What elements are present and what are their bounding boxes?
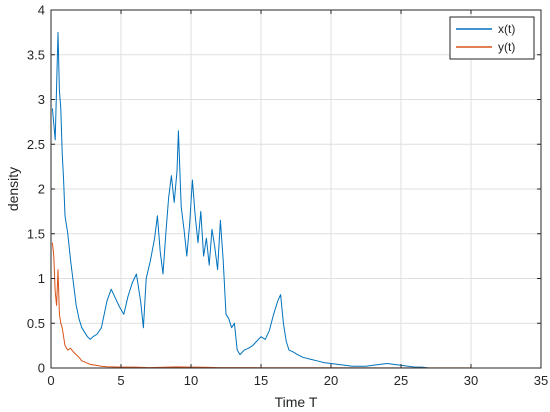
x-tick-label: 0	[47, 373, 54, 388]
grid-lines	[51, 10, 541, 368]
legend-label-x: x(t)	[498, 22, 515, 36]
y-axis-label: density	[5, 167, 21, 211]
y-tick-label: 3	[38, 92, 45, 107]
axis-ticks: 0 5 10 15 20 25 30 35 0 0.5 1 1.5 2 2.5 3 3.5 4	[27, 3, 548, 389]
y-tick-label: 2.5	[27, 137, 45, 152]
x-tick-label: 30	[464, 373, 478, 388]
x-tick-label: 20	[324, 373, 338, 388]
legend-box	[449, 16, 535, 60]
x-tick-label: 10	[184, 373, 198, 388]
x-tick-label: 5	[117, 373, 124, 388]
series-line-x	[51, 31, 471, 369]
series-layer	[51, 31, 471, 369]
x-tick-label: 15	[254, 373, 268, 388]
legend-label-y: y(t)	[498, 40, 515, 54]
y-tick-label: 0	[38, 361, 45, 376]
legend: x(t) y(t)	[449, 16, 535, 60]
y-tick-label: 4	[38, 3, 45, 18]
series-line-y	[51, 242, 471, 369]
y-tick-label: 1.5	[27, 226, 45, 241]
y-tick-label: 1	[38, 271, 45, 286]
x-axis-label: Time T	[275, 394, 318, 410]
x-tick-label: 25	[394, 373, 408, 388]
y-tick-label: 0.5	[27, 316, 45, 331]
y-tick-label: 2	[38, 182, 45, 197]
y-tick-label: 3.5	[27, 47, 45, 62]
x-tick-label: 35	[534, 373, 548, 388]
